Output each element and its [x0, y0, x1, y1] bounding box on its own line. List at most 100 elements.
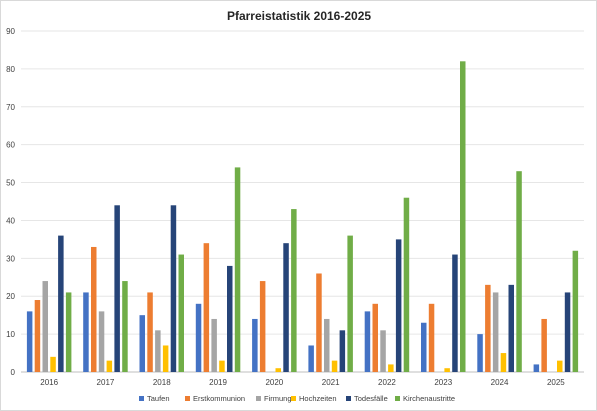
bar-hochzeiten-2025 [557, 360, 563, 372]
bar-hochzeiten-2021 [331, 360, 338, 372]
gridlines [21, 30, 584, 373]
x-axis-ticks: 2016 2017 2018 2019 2020 2021 2022 2023 2024 2025 [40, 378, 565, 387]
y-tick-label: 80 [6, 65, 15, 74]
bar-hochzeiten-2017 [106, 360, 113, 372]
legend-swatch [395, 396, 400, 401]
bar-kirchenaustritte-2019 [234, 167, 241, 372]
bar-firmung-2021 [324, 318, 330, 372]
legend-swatch [256, 396, 261, 401]
bar-erstkommunion-2023 [428, 303, 435, 372]
y-tick-label: 50 [6, 179, 15, 188]
x-tick-label: 2016 [40, 378, 58, 387]
y-tick-label: 60 [6, 141, 15, 150]
bar-erstkommunion-2021 [316, 273, 322, 372]
bar-taufen-2024 [477, 334, 483, 372]
legend-swatch [346, 396, 351, 401]
bar-todesf-lle-2016 [58, 235, 64, 372]
bar-firmung-2016 [42, 281, 48, 372]
bar-hochzeiten-2023 [444, 368, 450, 372]
bar-firmung-2019 [211, 318, 217, 372]
legend-swatch [185, 396, 190, 401]
x-tick-label: 2025 [547, 378, 565, 387]
bar-taufen-2025 [533, 364, 540, 372]
legend-label: Hochzeiten [299, 394, 337, 403]
bar-firmung-2022 [380, 330, 386, 372]
bar-firmung-2018 [155, 330, 161, 372]
legend-label: Erstkommunion [193, 394, 245, 403]
y-tick-label: 30 [6, 254, 15, 263]
bar-todesf-lle-2020 [283, 243, 289, 372]
legend-item: Hochzeiten [291, 394, 337, 403]
bar-taufen-2019 [195, 303, 202, 372]
bar-kirchenaustritte-2020 [291, 209, 297, 372]
x-tick-label: 2023 [434, 378, 452, 387]
bar-taufen-2021 [308, 345, 314, 372]
x-tick-label: 2024 [491, 378, 509, 387]
y-tick-label: 20 [6, 292, 15, 301]
x-tick-label: 2021 [322, 378, 340, 387]
bar-kirchenaustritte-2021 [347, 235, 353, 372]
bar-kirchenaustritte-2017 [122, 281, 128, 372]
x-tick-label: 2020 [265, 378, 283, 387]
legend-label: Todesfälle [354, 394, 388, 403]
bar-erstkommunion-2018 [147, 292, 153, 372]
bar-erstkommunion-2016 [34, 300, 41, 372]
bar-kirchenaustritte-2022 [403, 197, 410, 372]
x-tick-label: 2017 [97, 378, 115, 387]
legend-label: Kirchenaustritte [403, 394, 455, 403]
bar-kirchenaustritte-2025 [572, 250, 579, 372]
legend: Taufen Erstkommunion Firmung Hochzeiten Tode… [139, 394, 455, 403]
bar-hochzeiten-2024 [500, 353, 507, 372]
bar-taufen-2020 [252, 318, 258, 372]
bar-hochzeiten-2020 [275, 368, 281, 372]
bar-erstkommunion-2019 [203, 243, 210, 372]
legend-item: Kirchenaustritte [395, 394, 455, 403]
bar-taufen-2023 [421, 322, 427, 372]
bar-erstkommunion-2025 [541, 318, 547, 372]
bar-firmung-2024 [492, 292, 499, 372]
bar-firmung-2017 [98, 311, 105, 372]
bar-todesf-lle-2024 [508, 284, 514, 372]
bar-todesf-lle-2025 [564, 292, 571, 372]
bar-kirchenaustritte-2023 [460, 61, 466, 373]
bar-erstkommunion-2024 [485, 284, 491, 372]
bar-todesf-lle-2021 [339, 330, 346, 372]
bar-todesf-lle-2018 [170, 205, 177, 372]
y-tick-label: 40 [6, 216, 15, 225]
legend-item: Firmung [256, 394, 292, 403]
bar-todesf-lle-2022 [395, 239, 402, 372]
legend-item: Taufen [139, 394, 170, 403]
bar-taufen-2022 [364, 311, 371, 372]
legend-label: Taufen [147, 394, 170, 403]
bar-erstkommunion-2022 [372, 303, 378, 372]
legend-item: Erstkommunion [185, 394, 245, 403]
bar-erstkommunion-2017 [91, 246, 97, 372]
bar-kirchenaustritte-2016 [65, 292, 72, 372]
bar-taufen-2016 [26, 311, 33, 372]
legend-swatch [139, 396, 144, 401]
bars [26, 61, 579, 373]
bar-hochzeiten-2019 [219, 360, 225, 372]
y-tick-label: 10 [6, 330, 15, 339]
bar-erstkommunion-2020 [259, 281, 266, 372]
bar-hochzeiten-2022 [388, 364, 394, 372]
legend-label: Firmung [264, 394, 292, 403]
x-tick-label: 2019 [209, 378, 227, 387]
y-tick-label: 90 [6, 27, 15, 36]
bar-todesf-lle-2023 [452, 254, 458, 372]
bar-taufen-2017 [83, 292, 89, 372]
y-axis-ticks: 0 10 20 30 40 50 60 70 80 90 [6, 27, 15, 377]
y-tick-label: 70 [6, 103, 15, 112]
x-tick-label: 2022 [378, 378, 396, 387]
bar-kirchenaustritte-2018 [178, 254, 184, 372]
bar-todesf-lle-2017 [114, 205, 120, 372]
bar-hochzeiten-2016 [50, 356, 56, 372]
y-tick-label: 0 [11, 368, 16, 377]
chart-title: Pfarreistatistik 2016-2025 [227, 9, 371, 23]
legend-swatch [291, 396, 296, 401]
bar-todesf-lle-2019 [227, 265, 233, 372]
bar-hochzeiten-2018 [162, 345, 169, 372]
legend-item: Todesfälle [346, 394, 388, 403]
